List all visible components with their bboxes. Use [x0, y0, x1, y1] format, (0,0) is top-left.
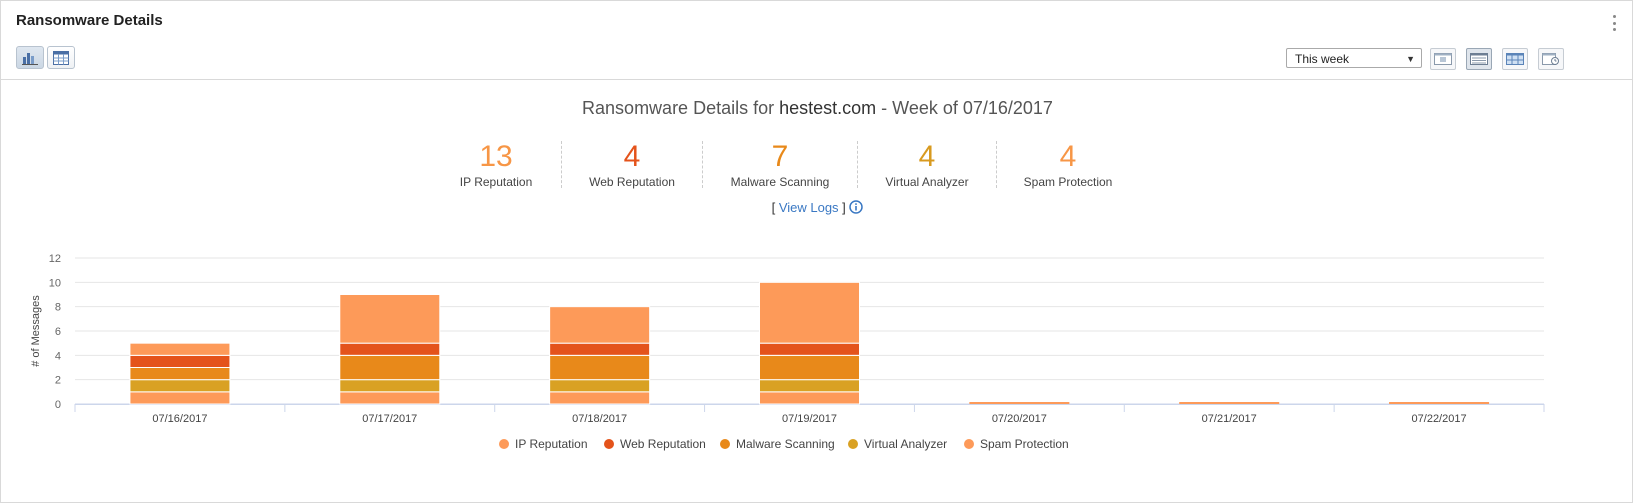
- stat-label: Web Reputation: [589, 175, 675, 189]
- x-tick-label: 07/17/2017: [362, 413, 417, 425]
- view-logs-bracket-close: ]: [838, 200, 846, 215]
- legend-marker: [848, 439, 858, 449]
- report-title-suffix: - Week of 07/16/2017: [876, 98, 1053, 118]
- bar-segment: [129, 367, 231, 381]
- stat-value: 7: [771, 140, 789, 173]
- panel-title: Ransomware Details: [16, 12, 163, 29]
- chevron-down-icon: ▼: [1406, 54, 1415, 64]
- report-domain: hestest.com: [779, 98, 877, 118]
- header-divider: [1, 79, 1632, 80]
- layout-wide-icon: [1470, 53, 1488, 65]
- report-title: Ransomware Details for hestest.com - Wee…: [1, 98, 1633, 119]
- x-tick-label: 07/22/2017: [1412, 413, 1467, 425]
- layout-grid-icon: [1506, 53, 1524, 65]
- ransomware-chart: 0 2 4 6 8 10 12 # of Messages 07/16/2017 07/17/20…: [30, 253, 1545, 451]
- report-title-prefix: Ransomware Details for: [582, 98, 780, 118]
- legend-marker: [604, 439, 614, 449]
- layout-wide-button[interactable]: [1466, 48, 1492, 70]
- view-logs-bracket-open: [: [771, 200, 779, 215]
- bar-segment: [129, 354, 231, 369]
- bar-segment: [549, 342, 651, 356]
- stat-web-reputation: 4 Web Reputation: [562, 140, 703, 189]
- bar-chart-icon: [22, 52, 38, 65]
- x-tick-label: 07/18/2017: [572, 413, 627, 425]
- layout-grid-button[interactable]: [1502, 48, 1528, 70]
- more-options-icon[interactable]: [1612, 15, 1616, 31]
- bar-segment: [339, 391, 441, 405]
- y-tick-label: 4: [55, 350, 61, 362]
- layout-history-button[interactable]: [1538, 48, 1564, 70]
- stat-value: 13: [479, 140, 513, 173]
- y-tick-label: 6: [55, 326, 61, 338]
- legend-label: Spam Protection: [980, 437, 1069, 451]
- stat-ip-reputation: 13 IP Reputation: [431, 140, 562, 189]
- bar-segment: [759, 379, 860, 393]
- bar-segment: [549, 391, 651, 405]
- layout-buttons: [1430, 48, 1574, 70]
- stat-label: IP Reputation: [459, 175, 533, 189]
- view-toggle: [16, 46, 78, 69]
- stat-value: 4: [623, 140, 641, 173]
- bar-segment-empty: [1179, 402, 1280, 404]
- period-select-value: This week: [1295, 52, 1350, 66]
- stat-value: 4: [918, 140, 936, 173]
- table-icon: [53, 50, 69, 65]
- chart-view-button[interactable]: [16, 46, 44, 69]
- y-axis-label: # of Messages: [30, 295, 42, 367]
- stat-spam-protection: 4 Spam Protection: [997, 140, 1139, 190]
- bar-segment: [339, 294, 441, 344]
- legend-label: Virtual Analyzer: [864, 437, 947, 451]
- summary-stats: 13 IP Reputation 4 Web Reputation 7 Malw…: [431, 140, 1139, 190]
- table-view-button[interactable]: [47, 46, 75, 69]
- info-icon[interactable]: [849, 200, 864, 214]
- x-tick-label: 07/16/2017: [152, 413, 207, 425]
- stat-value: 4: [1059, 140, 1077, 173]
- bar-segment: [759, 391, 860, 405]
- legend-label: IP Reputation: [515, 437, 588, 451]
- legend-label: Web Reputation: [620, 437, 706, 451]
- y-tick-label: 0: [55, 399, 61, 411]
- x-tick-label: 07/19/2017: [782, 413, 837, 425]
- stat-label: Malware Scanning: [730, 175, 830, 189]
- layout-history-icon: [1542, 53, 1559, 65]
- x-tick-label: 07/21/2017: [1202, 413, 1257, 425]
- period-select[interactable]: This week ▼: [1286, 48, 1422, 68]
- layout-single-button[interactable]: [1430, 48, 1456, 70]
- bar-segment: [549, 379, 651, 393]
- bar-segment: [129, 379, 231, 393]
- bar-segment-empty: [969, 402, 1070, 404]
- legend-label: Malware Scanning: [736, 437, 835, 451]
- bar-segment: [339, 379, 441, 393]
- bar-segment: [339, 342, 441, 356]
- stat-label: Spam Protection: [1023, 175, 1113, 189]
- stat-malware-scanning: 7 Malware Scanning: [703, 140, 858, 189]
- bar-segment: [759, 342, 860, 356]
- bar-segment: [339, 354, 441, 381]
- stat-label: Virtual Analyzer: [885, 175, 969, 189]
- legend-marker: [964, 439, 974, 449]
- bar-segment: [759, 354, 860, 381]
- view-logs-link[interactable]: View Logs: [778, 200, 839, 215]
- bar-segment: [129, 391, 231, 405]
- bar-segment: [549, 306, 651, 344]
- y-tick-label: 8: [55, 302, 61, 314]
- y-tick-label: 2: [55, 375, 61, 387]
- layout-single-icon: [1434, 53, 1452, 65]
- y-tick-label: 10: [49, 277, 61, 289]
- view-logs-row: [ View Logs ]: [1, 200, 1633, 215]
- legend-marker: [499, 439, 509, 449]
- y-tick-label: 12: [49, 253, 61, 265]
- stat-virtual-analyzer: 4 Virtual Analyzer: [858, 140, 997, 189]
- bar-segment-empty: [1389, 402, 1490, 404]
- bar-segment: [549, 354, 651, 381]
- bar-segment: [129, 342, 231, 356]
- legend-marker: [720, 439, 730, 449]
- x-tick-label: 07/20/2017: [992, 413, 1047, 425]
- bar-segment: [759, 281, 860, 344]
